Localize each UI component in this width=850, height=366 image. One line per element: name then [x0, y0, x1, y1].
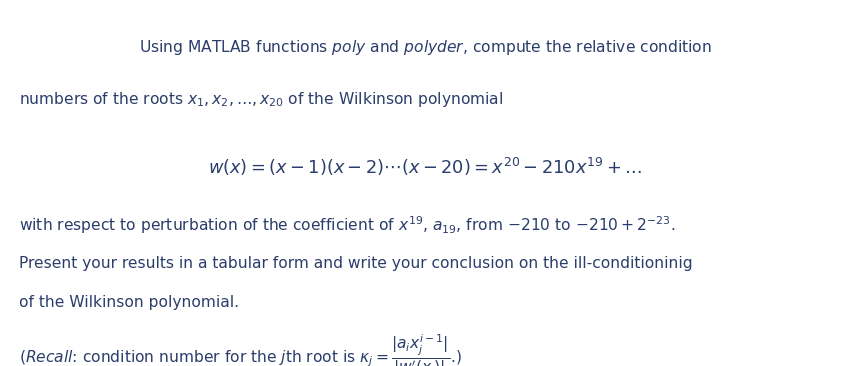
Text: $w(x) = (x - 1)(x - 2) \cdots (x - 20) = x^{20} - 210x^{19} + \ldots$: $w(x) = (x - 1)(x - 2) \cdots (x - 20) =…: [208, 156, 642, 178]
Text: numbers of the roots $x_1, x_2, \ldots, x_{20}$ of the Wilkinson polynomial: numbers of the roots $x_1, x_2, \ldots, …: [19, 90, 503, 109]
Text: of the Wilkinson polynomial.: of the Wilkinson polynomial.: [19, 295, 239, 310]
Text: Using MATLAB functions $\mathit{poly}$ and $\mathit{polyder}$, compute the relat: Using MATLAB functions $\mathit{poly}$ a…: [139, 38, 711, 57]
Text: ($\mathit{Recall}$: condition number for the $j$th root is $\kappa_j = \dfrac{|a: ($\mathit{Recall}$: condition number for…: [19, 333, 462, 366]
Text: with respect to perturbation of the coefficient of $x^{19}$, $a_{19}$, from $-21: with respect to perturbation of the coef…: [19, 214, 675, 236]
Text: Present your results in a tabular form and write your conclusion on the ill-cond: Present your results in a tabular form a…: [19, 256, 692, 271]
